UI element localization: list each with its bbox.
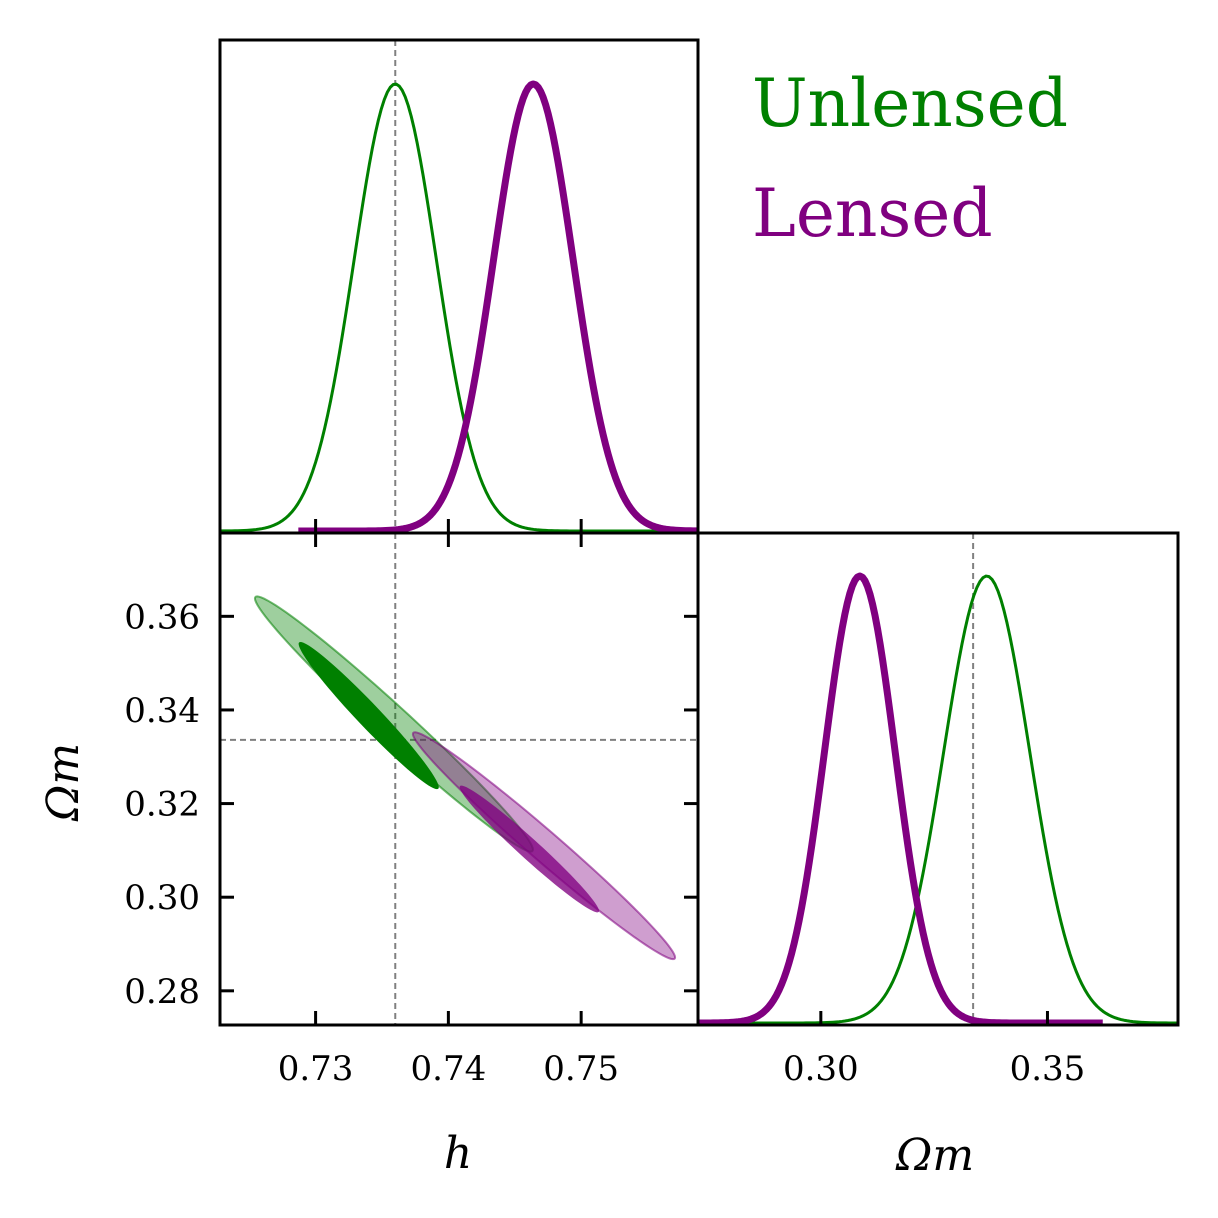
omega-marginal-curve-lensed (697, 572, 1104, 1027)
x-tick-label-omega-0: 0.30 (783, 1049, 859, 1089)
legend: Unlensed Lensed (752, 65, 1068, 252)
y-tick-label-omega-4: 0.36 (124, 597, 200, 637)
x-tick-label-h-0: 0.73 (278, 1049, 354, 1089)
x-tick-label-h-1: 0.74 (411, 1049, 487, 1089)
omega-marginal-frame (696, 531, 1180, 1027)
h-marginal-curve-lensed (297, 80, 699, 535)
legend-entry-lensed: Lensed (752, 175, 993, 252)
y-tick-label-omega-3: 0.34 (124, 691, 200, 731)
omega-marginal-panel (696, 531, 1180, 1027)
omega-marginal-curve-unlensed (698, 574, 1179, 1025)
x-tick-label-omega-1: 0.35 (1010, 1049, 1086, 1089)
y-tick-label-omega-0: 0.28 (124, 972, 200, 1012)
y-tick-label-omega-1: 0.30 (124, 878, 200, 918)
tick-layer: 0.73 0.74 0.75 0.28 0.30 0.32 0.34 0.36 0.30 0.35 (124, 519, 1085, 1089)
y-tick-label-omega-2: 0.32 (124, 785, 200, 825)
legend-entry-unlensed: Unlensed (752, 65, 1068, 142)
joint-panel (218, 531, 700, 1027)
contour-95-lensed (411, 731, 677, 961)
h-marginal-panel (218, 38, 700, 535)
contour-68-lensed (459, 785, 600, 913)
x-tick-label-h-2: 0.75 (543, 1049, 619, 1089)
x-axis-label-omega: Ωm (895, 1130, 974, 1181)
x-axis-label-h: h (444, 1128, 472, 1179)
h-marginal-curve-unlensed (219, 82, 698, 533)
y-axis-label-omega: Ωm (38, 743, 89, 822)
contour-68-unlensed (298, 641, 439, 790)
